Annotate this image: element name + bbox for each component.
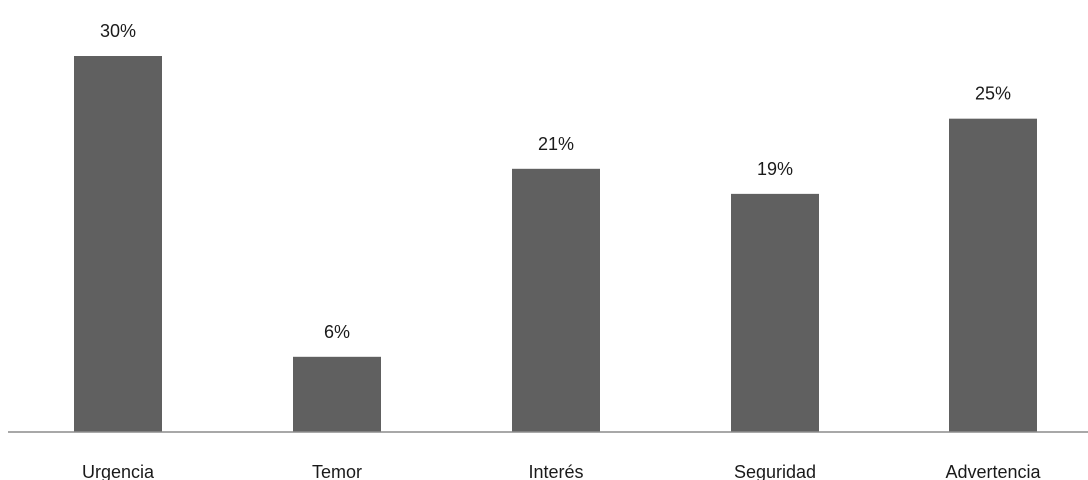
x-tick-label: Interés — [528, 462, 583, 480]
bar-temor — [293, 356, 381, 432]
x-tick-label: Advertencia — [945, 462, 1041, 480]
x-tick-label: Seguridad — [734, 462, 816, 480]
x-tick-labels-group: Urgencia Temor Interés Seguridad Advertencia — [82, 462, 1042, 480]
data-label: 21% — [538, 134, 574, 154]
data-labels-group: 30% 6% 21% 19% 25% — [100, 21, 1011, 342]
bar-seguridad — [731, 193, 819, 432]
bar-interés — [512, 168, 600, 432]
data-label: 6% — [324, 322, 350, 342]
data-label: 25% — [975, 84, 1011, 104]
x-tick-label: Temor — [312, 462, 362, 480]
bar-advertencia — [949, 118, 1037, 433]
data-label: 30% — [100, 21, 136, 41]
data-label: 19% — [757, 159, 793, 179]
bar-urgencia — [74, 56, 162, 432]
x-tick-label: Urgencia — [82, 462, 155, 480]
bars-group — [74, 56, 1037, 433]
